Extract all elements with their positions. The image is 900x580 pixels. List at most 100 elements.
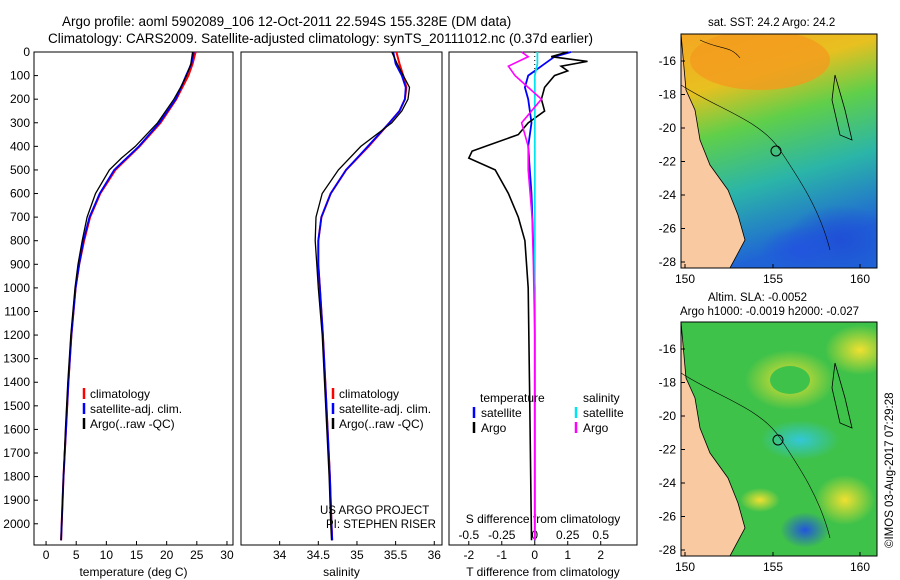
- series-s-argo: [507, 51, 543, 541]
- map-lat-label: -22: [659, 155, 677, 169]
- y-tick-label: 1200: [3, 328, 30, 342]
- s-tick-label: -0.5: [458, 528, 479, 542]
- map-lat-label: -28: [659, 543, 677, 557]
- sst-cold-patch-2: [760, 225, 840, 268]
- y-tick-label: 200: [10, 92, 30, 106]
- map-lat-label: -26: [659, 222, 677, 236]
- y-tick-label: 700: [10, 210, 30, 224]
- sla-high-2: [825, 325, 877, 375]
- legend-label: Argo(..raw -QC): [339, 417, 424, 431]
- y-tick-label: 0: [23, 45, 30, 59]
- legend-label: satellite: [583, 406, 624, 420]
- map-lon-label: 150: [675, 560, 695, 574]
- pi-label: PI: STEPHEN RISER: [326, 519, 436, 531]
- series-argo: [60, 51, 194, 541]
- sla-core: [770, 366, 810, 394]
- x-tick-label: -2: [463, 548, 474, 562]
- legend-label: climatology: [90, 387, 150, 401]
- h-label: Argo h1000: -0.0019 h2000: -0.027: [680, 306, 859, 318]
- sla-coast: [681, 322, 746, 556]
- map-lat-label: -18: [659, 88, 677, 102]
- y-tick-label: 600: [10, 187, 30, 201]
- map-lat-label: -18: [659, 376, 677, 390]
- x-tick-label: 25: [190, 548, 204, 562]
- map-lat-label: -16: [659, 54, 677, 68]
- sst-coast: [681, 34, 746, 268]
- y-tick-label: 900: [10, 257, 30, 271]
- map-lat-label: -26: [659, 510, 677, 524]
- map-lon-label: 160: [850, 272, 870, 286]
- sst-reef: [831, 74, 853, 141]
- sla-high-3: [815, 475, 875, 525]
- s-axis-label: S difference from climatology: [466, 512, 621, 526]
- map-lon-label: 155: [763, 272, 783, 286]
- x-tick-label: 34: [273, 548, 287, 562]
- sla-isobath: [681, 372, 831, 539]
- y-tick-label: 1100: [4, 304, 30, 318]
- credit-label: ©IMOS 03-Aug-2017 07:29:28: [884, 392, 896, 548]
- map-lat-label: -20: [659, 409, 677, 423]
- sla-low-2: [780, 512, 830, 548]
- x-axis-label: salinity: [323, 565, 360, 579]
- y-tick-label: 1800: [3, 470, 30, 484]
- y-tick-label: 500: [10, 163, 30, 177]
- legend-label: Argo: [481, 421, 507, 435]
- sla-float-marker: [772, 434, 784, 446]
- map-lat-label: -20: [659, 121, 677, 135]
- x-tick-label: 0: [43, 548, 50, 562]
- x-tick-label: 30: [220, 548, 234, 562]
- sla-frame: [680, 321, 878, 557]
- sla-map: [681, 322, 877, 556]
- sla-high-4: [740, 488, 780, 512]
- project-label: US ARGO PROJECT: [320, 505, 429, 517]
- x-tick-label: 10: [100, 548, 114, 562]
- s-tick-label: -0.25: [488, 528, 516, 542]
- y-tick-label: 100: [10, 69, 30, 83]
- legend-label: Argo(..raw -QC): [90, 417, 175, 431]
- x-tick-label: 0: [531, 548, 538, 562]
- series-climatology: [60, 51, 197, 541]
- s-tick-label: 0.25: [556, 528, 580, 542]
- map-lat-label: -28: [659, 255, 677, 269]
- legend-label: satellite: [481, 406, 522, 420]
- x-tick-label: 1: [564, 548, 571, 562]
- plot-frame-2: [448, 51, 638, 546]
- x-tick-label: 5: [73, 548, 80, 562]
- y-tick-label: 1000: [3, 281, 30, 295]
- plot-frame-1: [240, 51, 443, 546]
- x-tick-label: 35.5: [384, 548, 408, 562]
- sst-map: [681, 34, 877, 268]
- legend-temperature-title: temperature: [480, 391, 545, 405]
- x-axis-label: T difference from climatology: [466, 565, 620, 579]
- map-lon-label: 150: [675, 272, 695, 286]
- series-argo: [314, 51, 411, 541]
- y-tick-label: 1400: [3, 375, 30, 389]
- x-tick-label: 2: [597, 548, 604, 562]
- sst-isobath: [681, 84, 831, 251]
- x-axis-label: temperature (deg C): [79, 565, 187, 579]
- map-lat-label: -24: [659, 476, 677, 490]
- legend-label: Argo: [583, 421, 609, 435]
- series-satellite: [317, 51, 407, 541]
- y-tick-label: 400: [10, 139, 30, 153]
- y-tick-label: 800: [10, 234, 30, 248]
- map-lat-label: -16: [659, 342, 677, 356]
- sst-warm-patch: [690, 34, 830, 90]
- legend-label: climatology: [339, 387, 399, 401]
- title-line2: Climatology: CARS2009. Satellite-adjuste…: [48, 31, 593, 46]
- sla-reef: [831, 362, 853, 429]
- sla-label: Altim. SLA: -0.0052: [708, 292, 807, 304]
- y-tick-label: 1700: [3, 446, 30, 460]
- x-tick-label: -1: [496, 548, 507, 562]
- x-tick-label: 34.5: [307, 548, 331, 562]
- map-lon-label: 160: [850, 560, 870, 574]
- s-tick-label: 0.5: [592, 528, 609, 542]
- sst-frame: [680, 33, 878, 269]
- title-line1: Argo profile: aoml 5902089_106 12-Oct-20…: [62, 14, 511, 29]
- x-tick-label: 35: [350, 548, 364, 562]
- series-climatology: [317, 51, 408, 541]
- x-tick-label: 15: [130, 548, 144, 562]
- map-lat-label: -24: [659, 188, 677, 202]
- map-lon-label: 155: [763, 560, 783, 574]
- x-tick-label: 20: [160, 548, 174, 562]
